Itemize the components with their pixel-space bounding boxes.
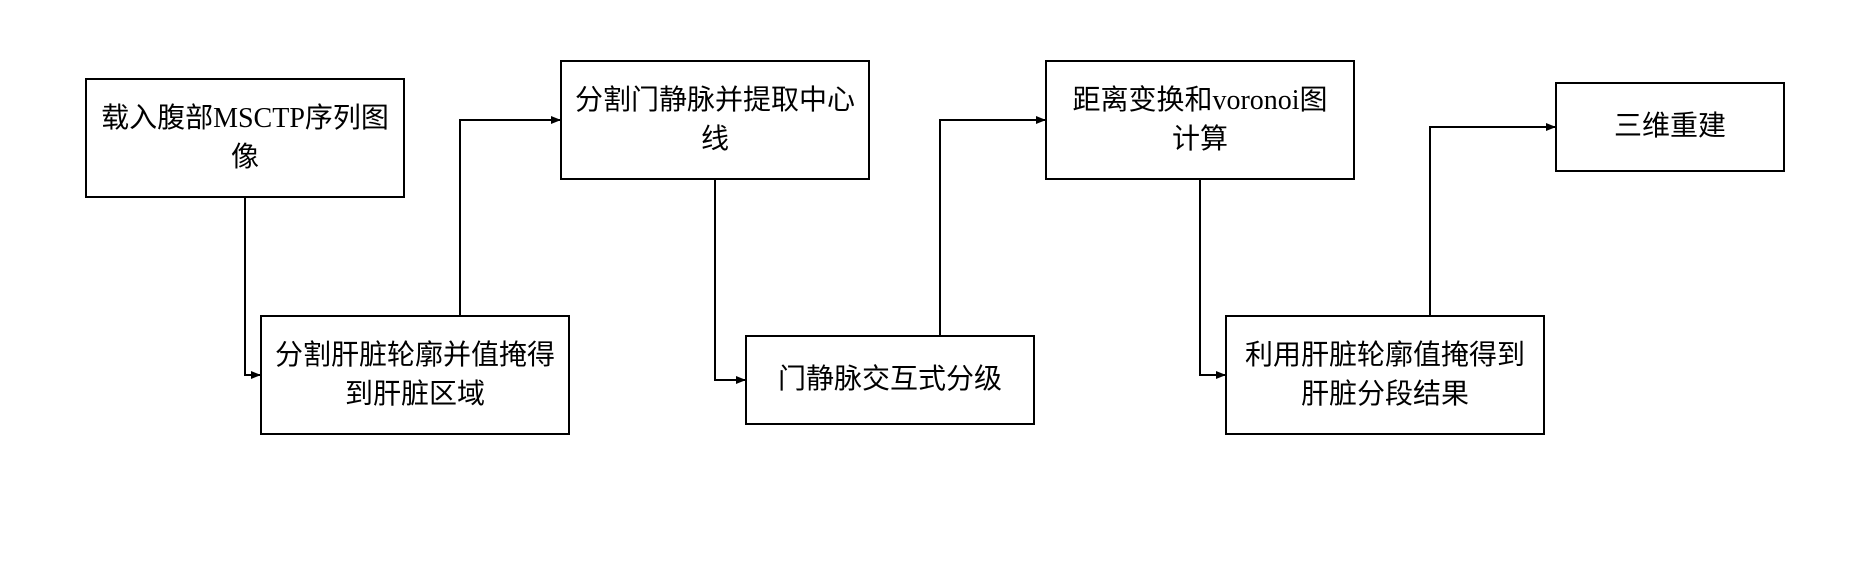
node-3d-reconstruction: 三维重建	[1555, 82, 1785, 172]
node-liver-segments: 利用肝脏轮廓值掩得到肝脏分段结果	[1225, 315, 1545, 435]
edge-n7-n4	[1430, 127, 1555, 315]
edge-n6-n3	[940, 120, 1045, 335]
edge-n2-n6	[715, 180, 745, 380]
node-label: 利用肝脏轮廓值掩得到肝脏分段结果	[1239, 336, 1531, 414]
edge-n1-n5	[245, 198, 260, 375]
node-interactive-grade: 门静脉交互式分级	[745, 335, 1035, 425]
node-segment-portal: 分割门静脉并提取中心线	[560, 60, 870, 180]
node-label: 分割肝脏轮廓并值掩得到肝脏区域	[274, 336, 556, 414]
flowchart-canvas: 载入腹部MSCTP序列图像 分割门静脉并提取中心线 距离变换和voronoi图计…	[0, 0, 1857, 569]
node-load-msctp: 载入腹部MSCTP序列图像	[85, 78, 405, 198]
edge-n3-n7	[1200, 180, 1225, 375]
edge-n5-n2	[460, 120, 560, 315]
node-label: 分割门静脉并提取中心线	[574, 81, 856, 159]
node-label: 三维重建	[1614, 107, 1726, 146]
node-distance-voronoi: 距离变换和voronoi图计算	[1045, 60, 1355, 180]
node-label: 距离变换和voronoi图计算	[1059, 81, 1341, 159]
node-segment-liver: 分割肝脏轮廓并值掩得到肝脏区域	[260, 315, 570, 435]
node-label: 门静脉交互式分级	[778, 360, 1002, 399]
node-label: 载入腹部MSCTP序列图像	[99, 99, 391, 177]
